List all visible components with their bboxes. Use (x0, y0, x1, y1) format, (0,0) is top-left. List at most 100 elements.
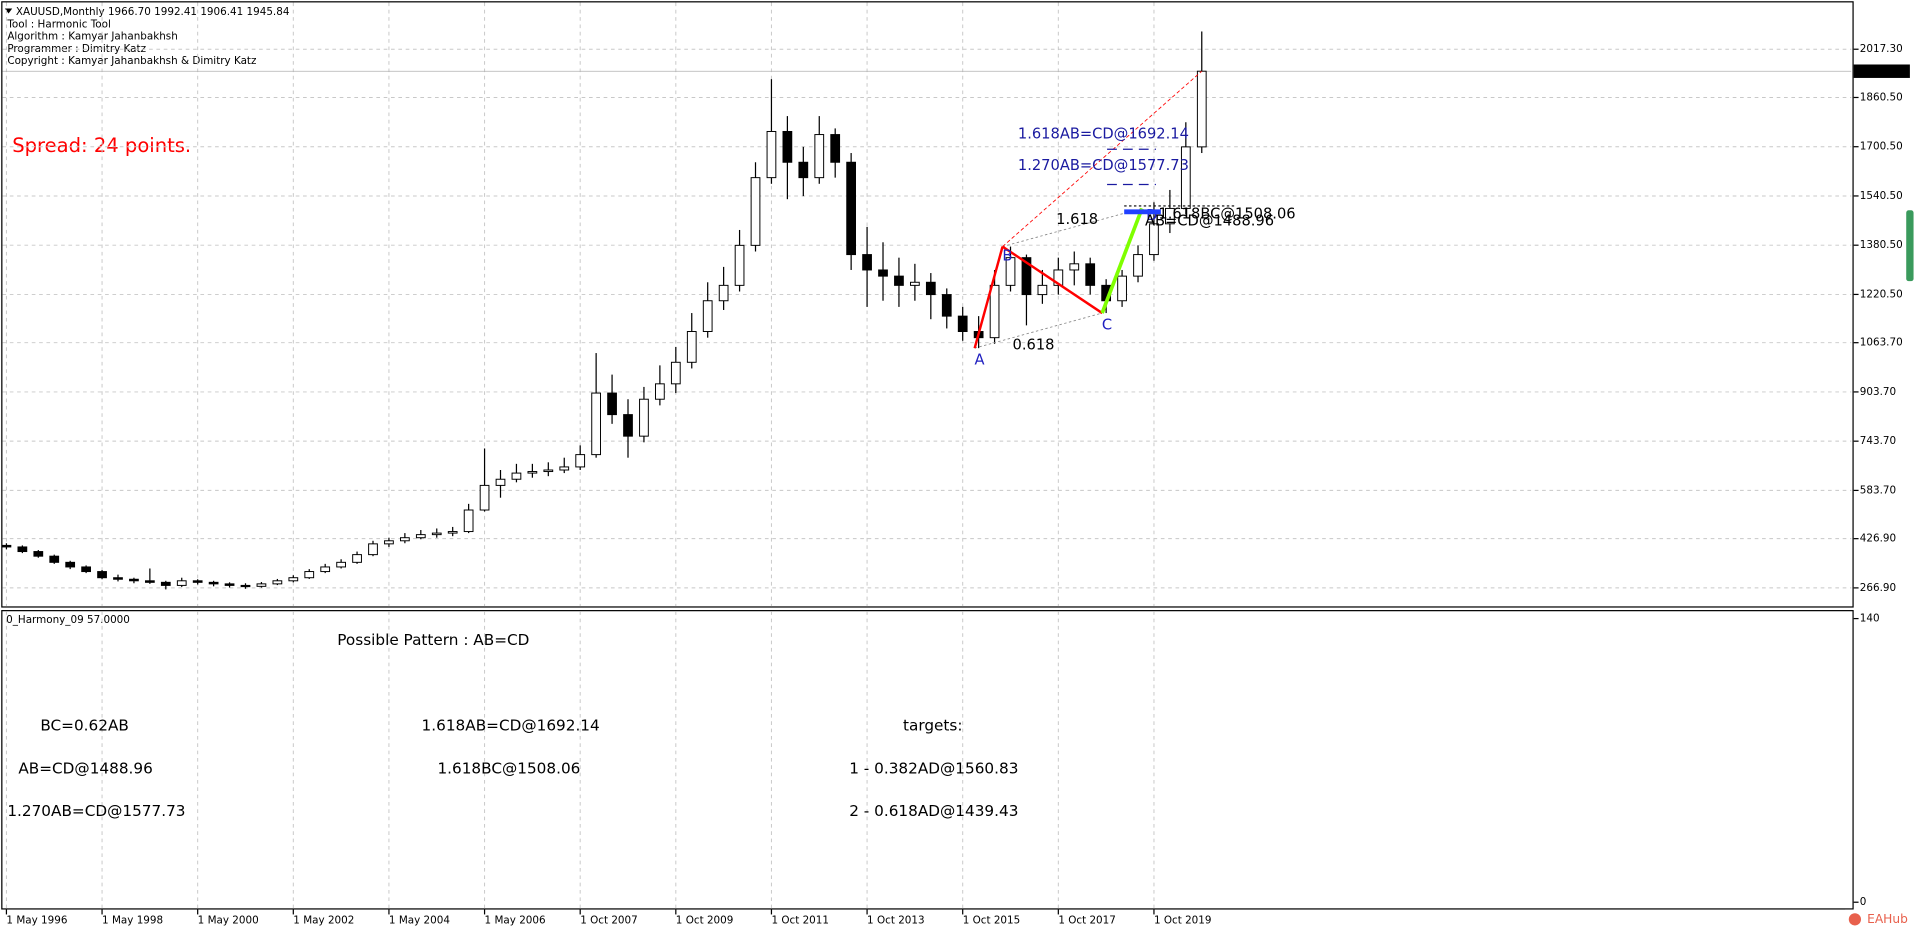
candle-body (623, 414, 633, 437)
candle-body (830, 134, 841, 163)
info-line: Algorithm : Kamyar Jahanbakhsh (7, 31, 177, 43)
x-tick-label: 1 May 1996 (6, 915, 67, 927)
info-line: Copyright : Kamyar Jahanbakhsh & Dimitry… (7, 55, 256, 67)
candle-body (575, 454, 586, 468)
candle-body (400, 537, 410, 542)
candle-body (208, 581, 219, 585)
x-tick-label: 1 May 2004 (389, 915, 450, 927)
candle-body (144, 580, 155, 583)
x-tick-label: 1 Oct 2017 (1058, 915, 1116, 927)
candle-body (750, 177, 761, 246)
candle-body (766, 130, 777, 179)
leg-bc (1001, 245, 1103, 315)
candle-body (479, 484, 490, 511)
pattern-point-label: C (1102, 316, 1112, 333)
ratio-label: 1.618 (1056, 211, 1098, 228)
y-tick-label: 1220.50 (1860, 288, 1903, 300)
candle-body (160, 581, 171, 586)
ratio-label: 0.618 (1013, 336, 1055, 353)
candle-body (1053, 269, 1064, 286)
y-tick-label: 426.90 (1860, 533, 1896, 545)
watermark: EAHub (1867, 912, 1908, 926)
candle-body (336, 561, 346, 568)
candle-body (702, 300, 713, 333)
x-tick-label: 1 Oct 2013 (867, 915, 925, 927)
y-tick-label: 1540.50 (1860, 190, 1903, 202)
y-tick-label: 266.90 (1860, 582, 1896, 594)
candle-body (846, 161, 857, 256)
candle-body (686, 331, 697, 363)
indicator-y-tick-label: 0 (1860, 896, 1867, 908)
candle-body (304, 571, 315, 579)
x-tick-label: 1 May 2006 (485, 915, 546, 927)
candle-body (97, 571, 107, 579)
y-tick-label: 583.70 (1860, 484, 1896, 496)
y-tick-label: 1700.50 (1860, 141, 1903, 153)
candle-body (1021, 257, 1032, 296)
candle-body (49, 555, 60, 563)
candle-body (591, 392, 602, 456)
indicator-text: 1.270AB=CD@1577.73 (7, 802, 185, 820)
candle-body (17, 546, 28, 553)
price-label-box (1853, 64, 1910, 78)
candle-body (607, 392, 617, 416)
leg-ab (973, 246, 1004, 349)
candle-body (957, 315, 968, 333)
indicator-title: 0_Harmony_09 57.0000 (6, 614, 130, 626)
indicator-panel-frame (1, 610, 1854, 910)
watermark-icon (1848, 913, 1862, 926)
candle-body (1196, 70, 1207, 148)
candle-body (81, 566, 91, 573)
indicator-text: Possible Pattern : AB=CD (337, 631, 529, 649)
indicator-text: 1.618BC@1508.06 (437, 759, 580, 777)
indicator-text: BC=0.62AB (40, 717, 129, 735)
y-tick-label: 1860.50 (1860, 91, 1903, 103)
candle-body (431, 532, 442, 536)
x-tick-label: 1 Oct 2009 (676, 915, 734, 927)
y-tick-label: 2017.30 (1860, 43, 1903, 55)
candle-body (1117, 275, 1127, 302)
candle-body (862, 254, 872, 271)
candle-body (1, 544, 12, 548)
indicator-text: AB=CD@1488.96 (18, 759, 152, 777)
candle-body (113, 577, 123, 580)
candle-body (1180, 146, 1191, 209)
main-panel-frame (1, 1, 1854, 608)
indicator-text: 2 - 0.618AD@1439.43 (849, 802, 1018, 820)
candle-body (814, 134, 825, 179)
candle-body (224, 583, 235, 586)
candle-body (384, 540, 394, 545)
candle-body (176, 580, 187, 586)
candle-body (368, 543, 378, 556)
x-tick-label: 1 May 2002 (293, 915, 354, 927)
candle-body (718, 284, 729, 302)
candle-body (256, 583, 267, 587)
candle-body (192, 580, 203, 583)
spread-label: Spread: 24 points. (12, 134, 191, 157)
candle-body (1085, 263, 1096, 286)
candle-body (415, 534, 426, 539)
candle-body (1005, 257, 1016, 286)
candle-body (925, 281, 936, 296)
candle-body (352, 554, 362, 563)
level-label: 1.270AB=CD@1577.73 (1018, 157, 1189, 174)
candle-body (543, 469, 554, 473)
candle-body (878, 269, 888, 277)
x-tick-label: 1 Oct 2019 (1154, 915, 1212, 927)
candle-body (734, 244, 745, 286)
indicator-text: 1.618AB=CD@1692.14 (422, 717, 600, 735)
y-tick-label: 1380.50 (1860, 239, 1903, 251)
leg-cd (1100, 207, 1144, 314)
candle-body (910, 281, 920, 286)
y-tick-label: 743.70 (1860, 435, 1896, 447)
candle-body (65, 561, 76, 568)
level-label: AB=CD@1488.96 (1145, 213, 1274, 230)
indicator-y-tick-label: 140 (1860, 613, 1880, 625)
x-tick-label: 1 May 2000 (198, 915, 259, 927)
symbol-header: XAUUSD,Monthly 1966.70 1992.41 1906.41 1… (16, 6, 290, 18)
x-tick-label: 1 Oct 2015 (963, 915, 1021, 927)
candle-body (320, 566, 331, 573)
side-handle[interactable] (1906, 210, 1914, 282)
